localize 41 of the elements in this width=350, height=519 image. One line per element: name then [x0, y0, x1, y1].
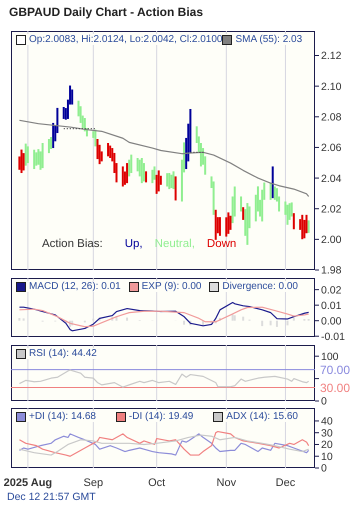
y-tick-label: 0.00 — [321, 315, 342, 328]
y-tick-label: 2.02 — [321, 203, 342, 216]
y-tick-label: 2.04 — [321, 172, 342, 185]
legend-label: Divergence: 0.00 — [209, 281, 298, 292]
x-tick-label: 2025 Aug — [4, 477, 52, 489]
y-tick-label: 2.06 — [321, 142, 342, 154]
y-tick-label: 10 — [321, 450, 333, 463]
series-label: Down — [206, 238, 236, 250]
legend-label: SMA (55): 2.03 — [222, 34, 302, 45]
x-tick-label: Nov — [216, 477, 237, 489]
legend-label: EXP (9): 0.00 — [128, 281, 202, 292]
y-tick-label: 0 — [321, 396, 327, 408]
legend-label: -DI (14): 19.49 — [116, 411, 194, 422]
y-tick-label: 40 — [321, 416, 333, 428]
y-tick-label: 2.00 — [321, 234, 342, 246]
legend-label: ADX (14): 15.60 — [213, 411, 298, 422]
text: Dec 12 21:57 GMT — [7, 491, 96, 503]
y-tick-label: 0.02 — [321, 284, 342, 296]
legend-label: RSI (14): 44.42 — [16, 348, 97, 359]
y-tick-label: -0.01 — [321, 330, 346, 343]
legend-label: MACD (12, 26): 0.01 — [16, 281, 121, 292]
y-tick-label: 100 — [321, 350, 339, 363]
y-tick-label: 30 — [321, 427, 333, 440]
x-tick-label: Oct — [148, 477, 166, 489]
y-tick-label: 2.08 — [321, 112, 342, 124]
ref-line-label: 30.00 — [320, 380, 350, 395]
chart-title: GBPAUD Daily Chart - Action Bias — [9, 5, 204, 19]
ref-line-label: 70.00 — [320, 362, 350, 377]
x-tick-label: Dec — [276, 477, 296, 489]
y-tick-label: 0.01 — [321, 300, 342, 312]
y-tick-label: 2.12 — [321, 50, 342, 62]
text: Up, — [124, 238, 143, 250]
annotation: Op:2.0083, Hi:2.0124, Lo:2.0042, Cl:2.0100 — [16, 34, 222, 45]
y-tick-label: 2.10 — [321, 80, 342, 93]
legend-title: Action Bias: — [42, 238, 103, 250]
legend-label: +DI (14): 14.68 — [16, 411, 96, 422]
y-tick-label: 1.98 — [321, 264, 342, 277]
y-tick-label: 0 — [321, 462, 327, 475]
x-tick-label: Sep — [84, 477, 104, 489]
y-tick-label: 20 — [321, 439, 333, 452]
text: Neutral, — [154, 238, 195, 250]
